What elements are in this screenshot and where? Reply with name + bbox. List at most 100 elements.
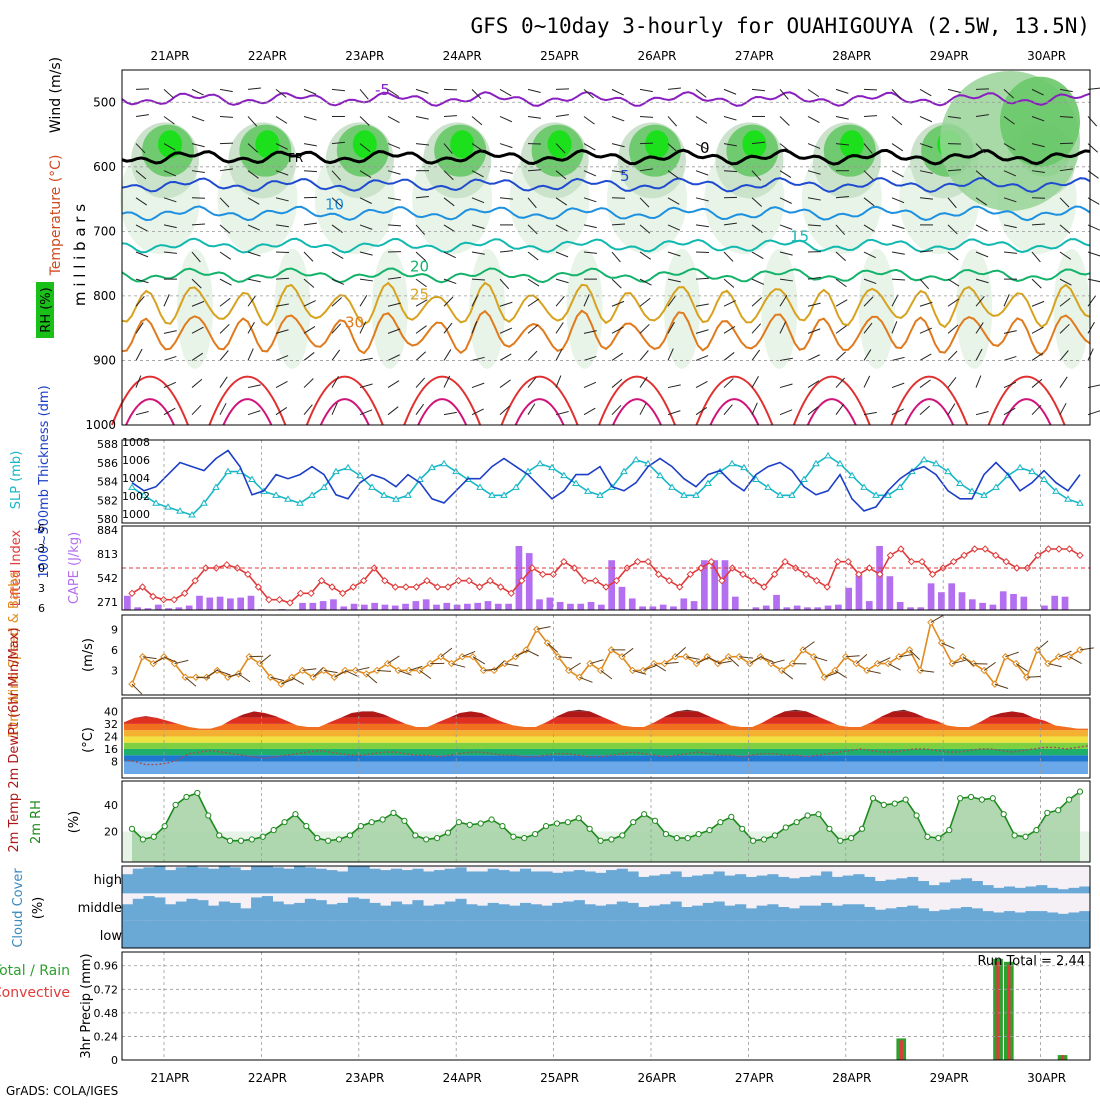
isotherm-label-15: 15 [790,228,809,246]
cape-bar [206,598,213,610]
cloud-bar-middle [692,906,703,921]
cloud-bar-high [445,869,456,894]
cape-bar [340,606,347,610]
cape-bar [876,546,883,610]
cloud-bar-high [778,877,789,893]
rh-point [958,796,963,801]
cape-bar [382,605,389,610]
temp-axis-label: 2m Temp 2m DewPt (6hr Min/Max) [7,627,22,852]
bottom-date-label: 21APR [150,1071,189,1085]
cloud-bar-middle [703,903,714,921]
cloud-bar-middle [735,904,746,920]
cloud-bar-middle [283,904,294,920]
cloud-bar-high [144,867,155,893]
precip-tick-label: 0.96 [94,960,119,973]
cape-bar [433,605,440,610]
cape-bar [856,575,863,610]
rh-point [456,820,461,825]
cloud-bar-middle [412,900,423,921]
cloud-bar-high [886,880,897,894]
cloud-bar-low [445,921,456,948]
cloud-bar-high [703,874,714,893]
cloud-bar-high [574,870,585,893]
rh-shade [450,130,474,158]
rh-shade [742,130,766,158]
cloud-bar-low [843,921,854,948]
cloud-bar-middle [595,906,606,921]
rh-tick-label: 40 [104,799,118,812]
cape-bar [650,606,657,610]
cloud-bar-high [455,867,466,893]
rh-point [631,820,636,825]
cape-bar [526,553,533,610]
isotherm-label-5: 5 [620,167,630,185]
cloud-bar-middle [488,903,499,921]
cloud-bar-low [1079,921,1090,948]
rh-point [696,832,701,837]
cape-bar [629,598,636,610]
precip-tick-label: 0.72 [94,983,119,996]
cloud-bar-high [821,871,832,893]
cloud-bar-middle [638,907,649,921]
cloud-bar-low [477,921,488,948]
cloud-bar-middle [455,899,466,921]
rh-point [1023,834,1028,839]
rh2-unit-label: (%) [67,811,82,834]
rh-point [249,837,254,842]
cape-bar [794,606,801,610]
pressure-tick-label: 800 [93,289,116,303]
cloud-bar-low [1068,921,1079,948]
rh-point [402,818,407,823]
cloud-bar-high [617,869,628,894]
cloud-bar-low [896,921,907,948]
cloud-bar-high [305,867,316,893]
top-date-label: 27APR [735,49,774,63]
cloud-bar-high [939,882,950,893]
cloud-bar-high [520,869,531,894]
cape-bar [196,596,203,610]
cloud-bar-high [1047,888,1058,893]
cloud-bar-low [154,921,165,948]
rh-point [195,790,200,795]
cloud-bar-low [918,921,929,948]
cloud-level-label: middle [78,901,122,916]
isotherm-label-30: 30 [345,313,364,331]
rh-point [184,794,189,799]
cloud-bar-low [606,921,617,948]
bottom-date-label: 24APR [443,1071,482,1085]
cloud-bar-middle [1015,912,1026,920]
rh2-unit-g: (%) [67,811,82,834]
cloud-bar-low [144,921,155,948]
wind-axis-label: Wind (m/s) [48,57,64,133]
top-date-label: 29APR [930,49,969,63]
cloud-bar-low [778,921,789,948]
cape-bar [320,601,327,610]
top-date-label: 23APR [345,49,384,63]
cloud-bar-high [671,871,682,893]
precip-tick-label: 0 [111,1054,118,1067]
cloud-bar-high [262,866,273,893]
cape-tick-label: 884 [97,524,118,537]
rh-axis-label: RH (%) [39,287,54,332]
cloud-bar-middle [681,907,692,921]
cape-tick-label: 813 [97,548,118,561]
wind-unit-g: (m/s) [81,638,96,672]
cloud-bar-high [1058,889,1069,893]
cloud-bar-middle [434,904,445,920]
cloud-bar-low [520,921,531,948]
bottom-date-label: 22APR [248,1071,287,1085]
cloud-bar-high [735,874,746,893]
cloud-bar-low [939,921,950,948]
wind-tick-label: 9 [111,623,118,636]
cloud-level-label: low [100,929,123,944]
rh-point [620,833,625,838]
cloud-bar-high [230,867,241,893]
cloud-bar-high [918,881,929,893]
cloud-bar-low [628,921,639,948]
cloud-bar-high [563,871,574,893]
cloud-bar-high [595,873,606,894]
precip-label-g: 3hr Precip (mm) [79,953,94,1058]
bottom-date-label: 28APR [832,1071,871,1085]
